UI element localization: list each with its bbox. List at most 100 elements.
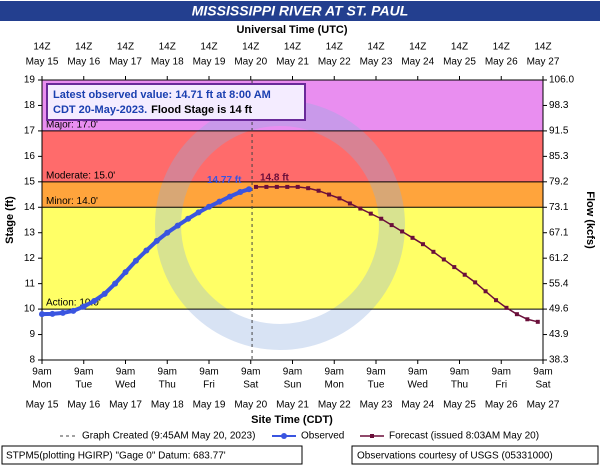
weekday-label: Fri bbox=[495, 380, 507, 391]
observed-point bbox=[164, 229, 171, 236]
local-date-label: May 22 bbox=[318, 400, 351, 411]
observed-point bbox=[101, 290, 108, 297]
y2-tick-label: 43.9 bbox=[549, 329, 569, 340]
footer-box bbox=[351, 445, 599, 465]
y-tick-label: 9 bbox=[29, 329, 35, 340]
top-axis-title: Universal Time (UTC) bbox=[236, 24, 347, 36]
local-hour-label: 9am bbox=[74, 367, 93, 378]
observed-point bbox=[185, 215, 192, 222]
y-tick-label: 17 bbox=[24, 126, 36, 137]
y-tick-label: 10 bbox=[24, 304, 36, 315]
weekday-label: Thu bbox=[451, 380, 468, 391]
local-date-label: May 17 bbox=[109, 400, 142, 411]
local-date-label: May 27 bbox=[527, 400, 560, 411]
y2-tick-label: 55.4 bbox=[549, 278, 569, 289]
local-hour-label: 9am bbox=[158, 367, 177, 378]
observed-point bbox=[153, 237, 160, 244]
y2-tick-label: 79.2 bbox=[549, 176, 569, 187]
observed-point bbox=[132, 257, 139, 264]
utc-date-label: May 25 bbox=[443, 57, 476, 68]
forecast-point bbox=[327, 192, 332, 197]
forecast-point bbox=[473, 280, 478, 285]
utc-date-label: May 21 bbox=[276, 57, 309, 68]
utc-date-label: May 19 bbox=[193, 57, 226, 68]
utc-hour-label: 14Z bbox=[409, 42, 426, 53]
footer-box bbox=[1, 445, 303, 465]
title-banner bbox=[0, 1, 600, 21]
local-hour-label: 9am bbox=[283, 367, 302, 378]
peak-label: 14.77 ft bbox=[207, 175, 242, 186]
y-tick-label: 19 bbox=[24, 75, 36, 86]
y-tick-label: 18 bbox=[24, 100, 36, 111]
local-hour-label: 9am bbox=[199, 367, 218, 378]
y2-tick-label: 38.3 bbox=[549, 355, 569, 366]
observed-point bbox=[80, 303, 87, 310]
observed-point bbox=[206, 203, 212, 210]
local-hour-label: 9am bbox=[408, 367, 427, 378]
footer-right: Observations courtesy of USGS (05331000) bbox=[357, 451, 553, 462]
forecast-point bbox=[274, 184, 279, 189]
utc-hour-label: 14Z bbox=[367, 42, 384, 53]
utc-hour-label: 14Z bbox=[534, 42, 551, 53]
local-date-label: May 21 bbox=[276, 400, 309, 411]
flood-label: Action: 10.0' bbox=[46, 298, 101, 309]
y2-tick-label: 98.3 bbox=[549, 100, 569, 111]
forecast-point bbox=[535, 319, 540, 324]
peak-label: 14.8 ft bbox=[260, 173, 290, 184]
utc-date-label: May 16 bbox=[67, 57, 100, 68]
forecast-point bbox=[494, 298, 499, 303]
forecast-point bbox=[295, 184, 300, 189]
forecast-point bbox=[420, 242, 425, 247]
local-hour-label: 9am bbox=[492, 367, 511, 378]
utc-date-label: May 15 bbox=[26, 57, 59, 68]
legend-label: Forecast (issued 8:03AM May 20) bbox=[389, 431, 539, 442]
local-date-label: May 26 bbox=[485, 400, 518, 411]
observed-point bbox=[143, 247, 150, 254]
utc-date-label: May 18 bbox=[151, 57, 184, 68]
observed-point bbox=[226, 193, 233, 200]
utc-hour-label: 14Z bbox=[451, 42, 468, 53]
weekday-label: Mon bbox=[32, 380, 51, 391]
weekday-label: Mon bbox=[325, 380, 344, 391]
forecast-point bbox=[389, 223, 394, 228]
weekday-label: Sat bbox=[535, 380, 550, 391]
forecast-point bbox=[368, 211, 373, 216]
observed-point bbox=[91, 297, 98, 304]
y2-tick-label: 61.2 bbox=[549, 253, 569, 264]
y-tick-label: 15 bbox=[24, 176, 36, 187]
local-hour-label: 9am bbox=[533, 367, 552, 378]
utc-hour-label: 14Z bbox=[33, 42, 50, 53]
flood-label: Major: 17.0' bbox=[46, 120, 98, 131]
observed-point bbox=[195, 209, 202, 216]
local-date-label: May 20 bbox=[234, 400, 267, 411]
info-line: Latest observed value: 14.71 ft at 8:00 … bbox=[53, 89, 271, 101]
observed-point bbox=[174, 222, 181, 229]
observed-point bbox=[59, 309, 66, 316]
y-tick-label: 13 bbox=[24, 227, 36, 238]
local-date-label: May 18 bbox=[151, 400, 184, 411]
y2-tick-label: 85.3 bbox=[549, 151, 569, 162]
observed-point bbox=[49, 310, 56, 317]
info-line: CDT 20-May-2023. Flood Stage is 14 ft bbox=[53, 104, 252, 116]
forecast-point bbox=[358, 206, 363, 211]
utc-date-label: May 26 bbox=[485, 57, 518, 68]
forecast-point bbox=[462, 272, 467, 277]
utc-hour-label: 14Z bbox=[200, 42, 217, 53]
local-hour-label: 9am bbox=[325, 367, 344, 378]
weekday-label: Fri bbox=[203, 380, 215, 391]
footer-left: STPM5(plotting HGIRP) "Gage 0" Datum: 68… bbox=[6, 451, 226, 462]
observed-point bbox=[112, 280, 119, 287]
y-tick-label: 8 bbox=[29, 355, 35, 366]
forecast-point bbox=[264, 184, 269, 189]
observed-point bbox=[39, 311, 45, 318]
legend-swatch bbox=[281, 433, 287, 439]
local-hour-label: 9am bbox=[116, 367, 135, 378]
legend-swatch bbox=[370, 434, 374, 438]
utc-hour-label: 14Z bbox=[117, 42, 134, 53]
forecast-point bbox=[400, 229, 405, 234]
observed-point bbox=[246, 186, 253, 193]
forecast-point bbox=[285, 184, 290, 189]
y-tick-label: 12 bbox=[24, 253, 36, 264]
info-box bbox=[46, 83, 306, 121]
y-tick-label: 16 bbox=[24, 151, 36, 162]
